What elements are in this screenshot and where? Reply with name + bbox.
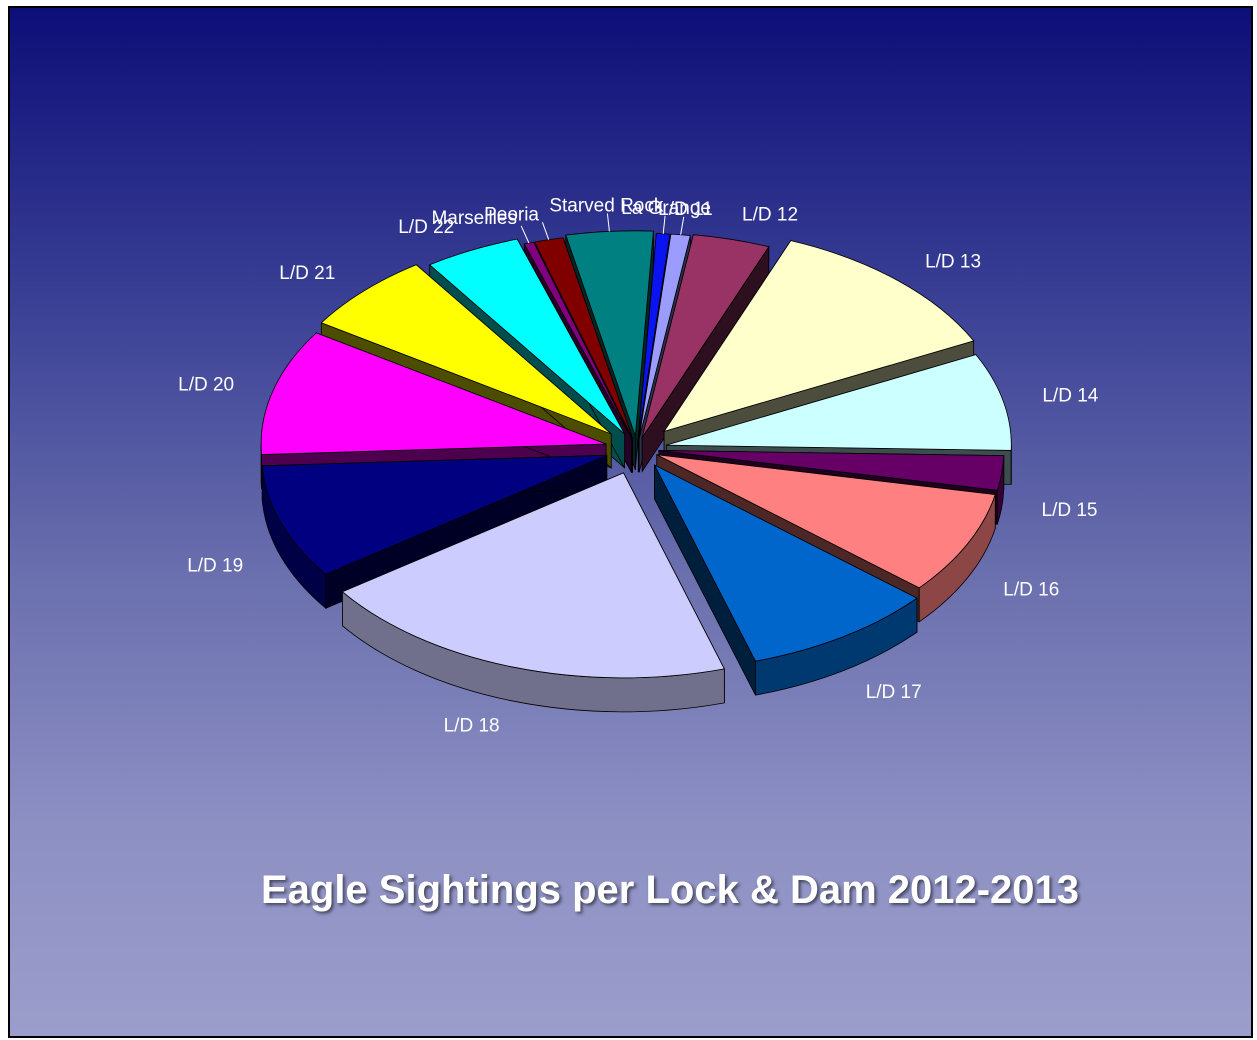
slice-top [341,472,725,679]
slice-top [533,237,634,439]
slice-label: L/D 22 [398,217,454,238]
slice-top [428,238,625,435]
slice-top [666,354,1012,451]
pie-slice [653,464,918,696]
slice-top [637,233,671,439]
slice-label: Marseilles [431,208,517,229]
chart-title: Eagle Sightings per Lock & Dam 2012-2013 [260,868,1080,912]
slice-label: L/D 11 [658,199,713,220]
slice-label: L/D 18 [444,716,500,737]
slice-label: L/D 21 [279,263,335,284]
pie-slice [641,234,770,473]
slice-top [653,464,918,662]
leader-line [680,216,685,235]
pie-slice [341,472,725,713]
slice-label: Peoria [484,204,539,225]
slice-label: L/D 12 [742,204,798,225]
slice-top [523,241,632,439]
slice-top [663,240,975,433]
slice-label: La Grange [621,198,711,219]
slice-label: L/D 20 [178,374,234,395]
leader-line [606,213,610,232]
slice-top [261,454,607,575]
chart-background: La Grange L/D 11 L/D 12 L/D 13 L/D 14 L/D 15 L… [8,6,1253,1038]
slice-label: L/D 15 [1042,500,1098,521]
slice-top [656,454,996,589]
slice-label: Starved Rock [549,195,664,216]
slice-label: L/D 17 [866,682,922,703]
slice-top [320,264,612,435]
slice-label: L/D 14 [1042,386,1098,407]
leader-line [541,222,550,240]
slice-label: L/D 16 [1003,579,1059,600]
slice-label: L/D 13 [925,252,981,273]
slice-top [658,450,1005,491]
slice-label: L/D 19 [187,555,243,576]
slice-top [260,332,607,455]
leader-line [520,225,530,244]
slice-top [641,234,770,438]
leader-line [662,215,666,234]
